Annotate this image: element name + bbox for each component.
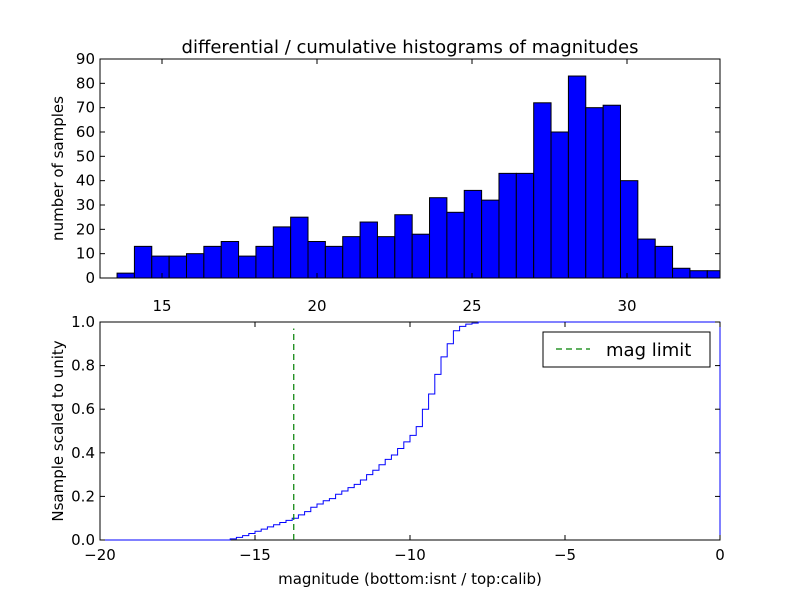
histogram-bar bbox=[567, 75, 587, 279]
top-x-tick-label: 25 bbox=[462, 297, 481, 315]
histogram-bar bbox=[133, 245, 153, 279]
top-y-tick-label: 0 bbox=[85, 269, 95, 287]
histogram-bar bbox=[220, 241, 240, 279]
histogram-bar bbox=[203, 245, 222, 279]
top-y-tick-label: 90 bbox=[76, 50, 95, 68]
histogram-bar bbox=[307, 241, 326, 279]
bottom-y-tick-label: 0.8 bbox=[71, 357, 95, 375]
cumulative-step-line bbox=[100, 321, 721, 541]
histogram-bar bbox=[411, 233, 431, 279]
bottom-y-tick-label: 0.0 bbox=[71, 531, 95, 549]
histogram-bar bbox=[376, 236, 396, 279]
top-x-tick-label: 20 bbox=[307, 297, 326, 315]
bottom-x-tick-label: −10 bbox=[394, 546, 426, 564]
histogram-bar bbox=[689, 270, 708, 279]
histogram-bar bbox=[463, 189, 483, 279]
histogram-bar bbox=[585, 107, 604, 279]
bottom-y-tick-label: 0.6 bbox=[71, 400, 95, 418]
histogram-bar bbox=[550, 131, 569, 279]
histogram-bar bbox=[672, 267, 691, 279]
bottom-y-axis-label: Nsample scaled to unity bbox=[49, 340, 67, 521]
top-y-tick-label: 70 bbox=[76, 99, 95, 117]
histogram-bar bbox=[116, 272, 135, 279]
histogram-bar bbox=[238, 255, 257, 279]
histogram-bar bbox=[446, 211, 465, 279]
bottom-y-tick-label: 1.0 bbox=[71, 313, 95, 331]
histogram-bar bbox=[481, 199, 500, 279]
bottom-y-tick-label: 0.2 bbox=[71, 487, 95, 505]
top-y-axis-label: number of samples bbox=[49, 96, 67, 241]
top-x-tick-label: 15 bbox=[152, 297, 171, 315]
top-y-tick-label: 60 bbox=[76, 123, 95, 141]
histogram-bar bbox=[619, 180, 639, 279]
histogram-bar bbox=[654, 245, 674, 279]
bottom-x-axis-label: magnitude (bottom:isnt / top:calib) bbox=[278, 570, 542, 588]
top-bars-group bbox=[116, 75, 721, 279]
bottom-x-tick-label: −5 bbox=[554, 546, 576, 564]
top-y-tick-label: 20 bbox=[76, 220, 95, 238]
top-y-tick-label: 10 bbox=[76, 245, 95, 263]
histogram-bar bbox=[515, 172, 535, 279]
bottom-y-tick-label: 0.4 bbox=[71, 444, 95, 462]
histogram-bar bbox=[706, 270, 721, 279]
legend-entry-mag-limit: mag limit bbox=[606, 340, 691, 361]
histogram-bar bbox=[255, 245, 274, 279]
bottom-x-tick-label: −15 bbox=[239, 546, 271, 564]
histogram-bar bbox=[429, 197, 448, 279]
histogram-bar bbox=[290, 216, 309, 279]
bottom-x-tick-label: −20 bbox=[84, 546, 116, 564]
histogram-bar bbox=[272, 226, 292, 279]
top-x-tick-label: 30 bbox=[617, 297, 636, 315]
histogram-bar bbox=[533, 102, 552, 279]
histogram-bar bbox=[394, 214, 413, 279]
histogram-bar bbox=[498, 172, 517, 279]
histogram-bar bbox=[168, 255, 187, 279]
top-y-tick-label: 40 bbox=[76, 172, 95, 190]
histogram-bar bbox=[324, 245, 344, 279]
histogram-bar bbox=[637, 238, 656, 279]
legend: mag limit bbox=[542, 331, 711, 368]
histogram-bar bbox=[602, 104, 621, 279]
histogram-bar bbox=[185, 253, 205, 279]
top-chart-title: differential / cumulative histograms of … bbox=[182, 37, 639, 58]
top-y-tick-label: 50 bbox=[76, 147, 95, 165]
bottom-x-tick-label: 0 bbox=[715, 546, 725, 564]
bottom-ticks-group: 0.0 0.2 0.4 0.6 0.8 1.0 −20 −15 −10 −5 0 bbox=[71, 313, 725, 564]
top-plot-frame bbox=[99, 58, 721, 279]
top-ticks-group: 0 10 20 30 40 50 60 70 80 90 15 20 25 30 bbox=[76, 50, 720, 315]
histogram-bar bbox=[151, 255, 170, 279]
histogram-bar bbox=[359, 221, 378, 279]
histogram-bar bbox=[342, 236, 361, 279]
top-y-tick-label: 80 bbox=[76, 74, 95, 92]
top-y-tick-label: 30 bbox=[76, 196, 95, 214]
